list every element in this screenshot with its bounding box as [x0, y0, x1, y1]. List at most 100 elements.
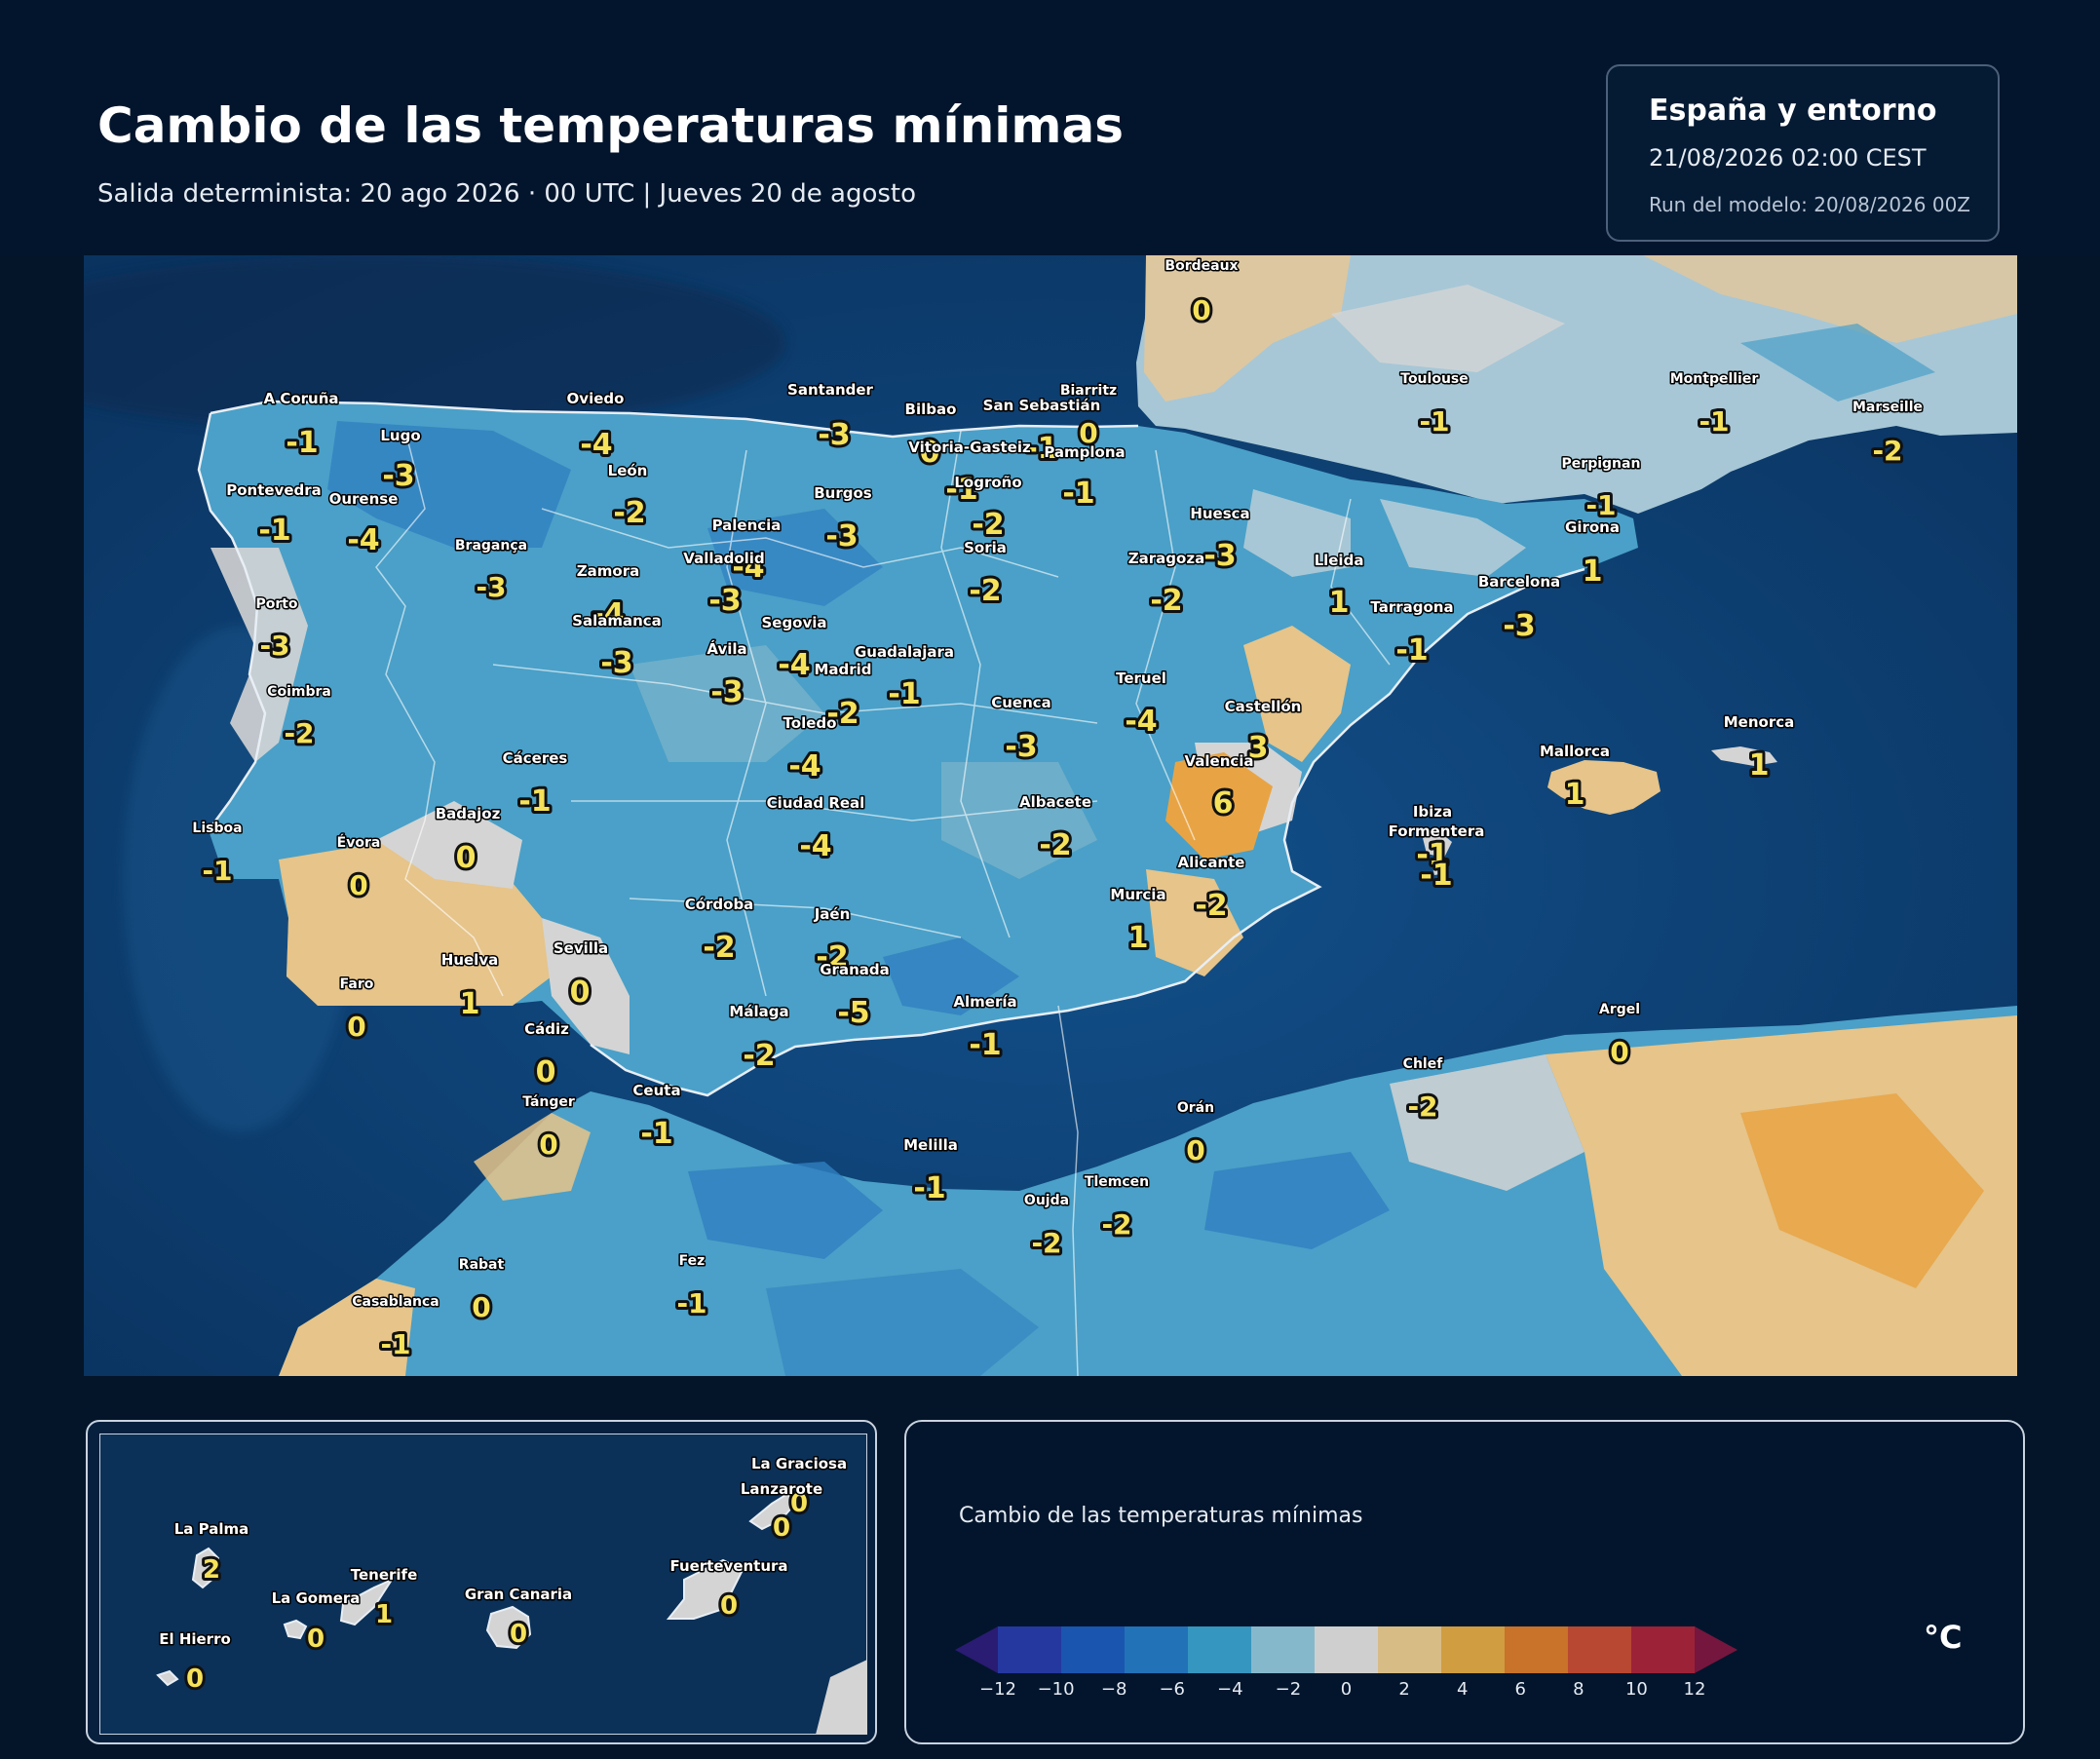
label-el-hierro: El Hierro — [159, 1630, 231, 1648]
label-montpellier: Montpellier — [1670, 371, 1759, 387]
legend-bin — [1251, 1626, 1316, 1673]
legend-ticks: −12 −10 −8 −6 −4 −2 0 2 4 6 8 10 12 — [979, 1679, 1705, 1695]
legend-bin-high-arrow — [1695, 1626, 1737, 1673]
value-palencia: -4 — [732, 551, 764, 585]
label-badajoz: Badajoz — [436, 805, 501, 822]
value-girona: 1 — [1583, 554, 1603, 589]
value-ibiza: -1 — [1416, 838, 1448, 872]
label-ourense: Ourense — [329, 490, 399, 508]
value-oviedo: -4 — [580, 428, 612, 462]
value-castellon: 3 — [1248, 731, 1269, 765]
label-melilla: Melilla — [903, 1136, 958, 1154]
value-el-hierro: 0 — [186, 1664, 204, 1694]
label-girona: Girona — [1565, 518, 1620, 536]
value-lanzarote: 0 — [773, 1513, 790, 1543]
value-barcelona: -3 — [1503, 609, 1535, 643]
value-ciudad-real: -4 — [799, 829, 831, 863]
label-gran-canaria: Gran Canaria — [465, 1586, 572, 1603]
legend-title: Cambio de las temperaturas mínimas — [959, 1504, 1363, 1528]
value-san-sebastian: -1 — [1025, 432, 1057, 466]
canary-inset-map: La Graciosa 0 Lanzarote 0 La Palma 2 Ten… — [99, 1434, 867, 1735]
info-model-run: Run del modelo: 20/08/2026 00Z — [1649, 193, 1971, 216]
value-la-palma: 2 — [203, 1555, 220, 1585]
value-pamplona: -1 — [1062, 477, 1094, 511]
info-box: España y entorno 21/08/2026 02:00 CEST R… — [1606, 64, 2000, 242]
label-oran: Orán — [1177, 1100, 1214, 1116]
value-malaga: -2 — [743, 1039, 775, 1073]
label-castellon: Castellón — [1225, 698, 1302, 715]
label-zaragoza: Zaragoza — [1128, 550, 1204, 567]
legend-tick-label: 6 — [1515, 1679, 1526, 1695]
label-oviedo: Oviedo — [567, 390, 625, 407]
label-vitoria: Vitoria-Gasteiz — [908, 439, 1031, 456]
label-murcia: Murcia — [1110, 886, 1165, 903]
value-fuerteventura: 0 — [720, 1591, 738, 1621]
label-burgos: Burgos — [814, 484, 872, 502]
value-guadalajara: -1 — [888, 677, 920, 711]
canary-islands-inset[interactable]: La Graciosa 0 Lanzarote 0 La Palma 2 Ten… — [86, 1420, 877, 1744]
label-casablanca: Casablanca — [352, 1294, 439, 1310]
legend-colorbar: −12 −10 −8 −6 −4 −2 0 2 4 6 8 10 12 — [955, 1626, 1737, 1695]
label-coimbra: Coimbra — [267, 684, 331, 700]
legend-tick-label: 10 — [1625, 1679, 1648, 1695]
value-huelva: 1 — [460, 987, 480, 1021]
label-chlef: Chlef — [1403, 1056, 1444, 1072]
value-murcia: 1 — [1128, 921, 1149, 955]
label-la-palma: La Palma — [174, 1520, 249, 1538]
label-pamplona: Pamplona — [1044, 443, 1125, 461]
header: Cambio de las temperaturas mínimas Salid… — [0, 0, 2100, 255]
label-mallorca: Mallorca — [1540, 743, 1610, 760]
legend-bin — [1125, 1626, 1189, 1673]
label-segovia: Segovia — [761, 614, 826, 631]
label-palencia: Palencia — [712, 516, 782, 534]
label-marseille: Marseille — [1852, 400, 1923, 415]
legend-tick-label: 0 — [1341, 1679, 1352, 1695]
legend-bin — [1568, 1626, 1632, 1673]
value-montpellier: -1 — [1699, 405, 1729, 438]
label-sevilla: Sevilla — [554, 939, 608, 957]
label-tarragona: Tarragona — [1370, 598, 1453, 616]
label-toulouse: Toulouse — [1400, 371, 1469, 387]
label-huelva: Huelva — [441, 951, 498, 969]
value-la-graciosa: 0 — [790, 1489, 808, 1518]
france-landmass — [1136, 255, 2017, 514]
label-alicante: Alicante — [1178, 854, 1245, 871]
value-salamanca: -3 — [600, 646, 632, 680]
label-lleida: Lleida — [1315, 552, 1364, 569]
legend-tick-label: 12 — [1684, 1679, 1706, 1695]
value-segovia: -4 — [778, 648, 810, 682]
value-cuenca: -3 — [1005, 730, 1037, 764]
value-a-coruna: -1 — [286, 426, 318, 460]
legend-tick-label: 2 — [1398, 1679, 1409, 1695]
label-logrono: Logroño — [954, 474, 1021, 491]
page-title: Cambio de las temperaturas mínimas — [97, 97, 1125, 154]
legend-tick-label: −6 — [1159, 1679, 1185, 1695]
borders — [375, 430, 1391, 1376]
label-lanzarote: Lanzarote — [741, 1480, 822, 1498]
legend-tick-label: −10 — [1038, 1679, 1075, 1695]
legend-tick-label: −2 — [1276, 1679, 1302, 1695]
label-caceres: Cáceres — [503, 749, 568, 767]
main-map[interactable]: A Coruña -1 Lugo -3 Oviedo -4 Santander … — [84, 255, 2017, 1376]
value-casablanca: -1 — [380, 1328, 410, 1360]
label-cadiz: Cádiz — [524, 1020, 569, 1038]
inset-labels: La Graciosa 0 Lanzarote 0 La Palma 2 Ten… — [158, 1454, 849, 1698]
label-bordeaux: Bordeaux — [1165, 258, 1238, 274]
legend-tick-label: 8 — [1573, 1679, 1584, 1695]
label-jaen: Jaén — [814, 905, 851, 923]
label-santander: Santander — [787, 381, 873, 399]
legend-tick-label: 4 — [1457, 1679, 1468, 1695]
info-region: España y entorno — [1649, 94, 1937, 128]
value-huesca: -3 — [1203, 539, 1236, 573]
label-valladolid: Valladolid — [683, 550, 764, 567]
value-melilla: -1 — [913, 1171, 945, 1205]
label-zamora: Zamora — [577, 562, 639, 580]
label-formentera: Formentera — [1389, 822, 1485, 840]
label-toledo: Toledo — [783, 714, 837, 732]
value-rabat: 0 — [472, 1291, 490, 1323]
label-ibiza: Ibiza — [1413, 803, 1452, 821]
label-valencia: Valencia — [1184, 752, 1253, 770]
label-leon: León — [608, 462, 648, 479]
value-toulouse: -1 — [1419, 405, 1449, 438]
value-fez: -1 — [676, 1287, 706, 1319]
